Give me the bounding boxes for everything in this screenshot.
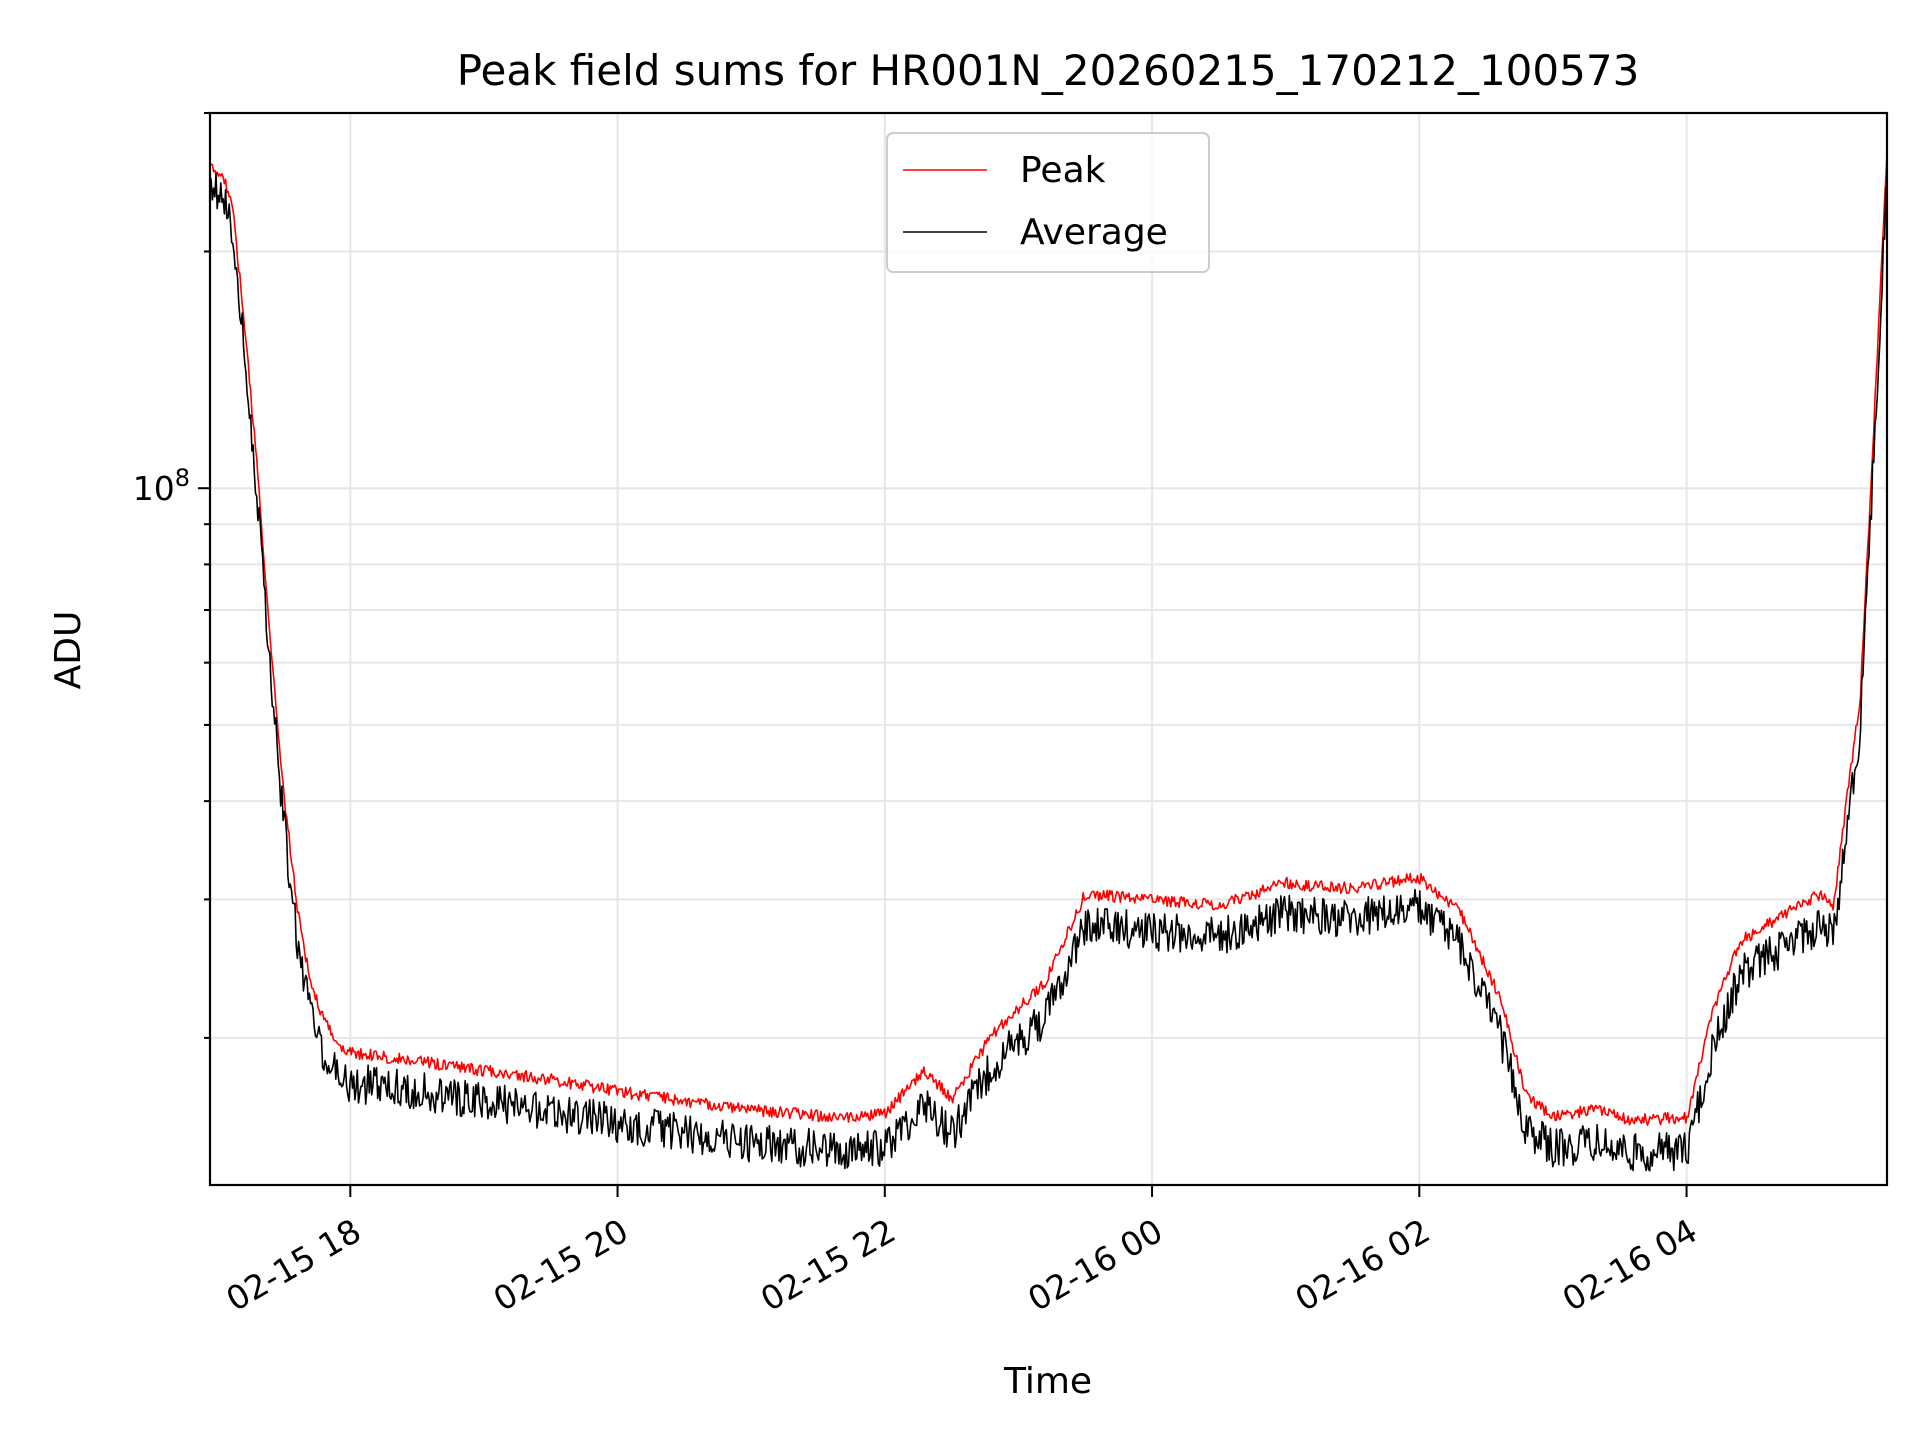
- average-series-line: [209, 172, 1888, 1172]
- y-tick-label: 108: [133, 464, 190, 508]
- x-axis-label: Time: [1003, 1361, 1092, 1402]
- legend-box: [886, 132, 1210, 273]
- chart-title: Peak field sums for HR001N_20260215_1702…: [457, 46, 1640, 95]
- legend-average-label: Average: [1020, 212, 1168, 253]
- plot-frame: [208, 111, 1889, 1187]
- y-axis-label: ADU: [48, 611, 89, 690]
- legend: Peak Average: [886, 132, 1210, 273]
- series-layer: [209, 153, 1888, 1172]
- grid: [210, 112, 1887, 1185]
- legend-peak-label: Peak: [1020, 150, 1106, 191]
- peak-series-line: [209, 153, 1888, 1126]
